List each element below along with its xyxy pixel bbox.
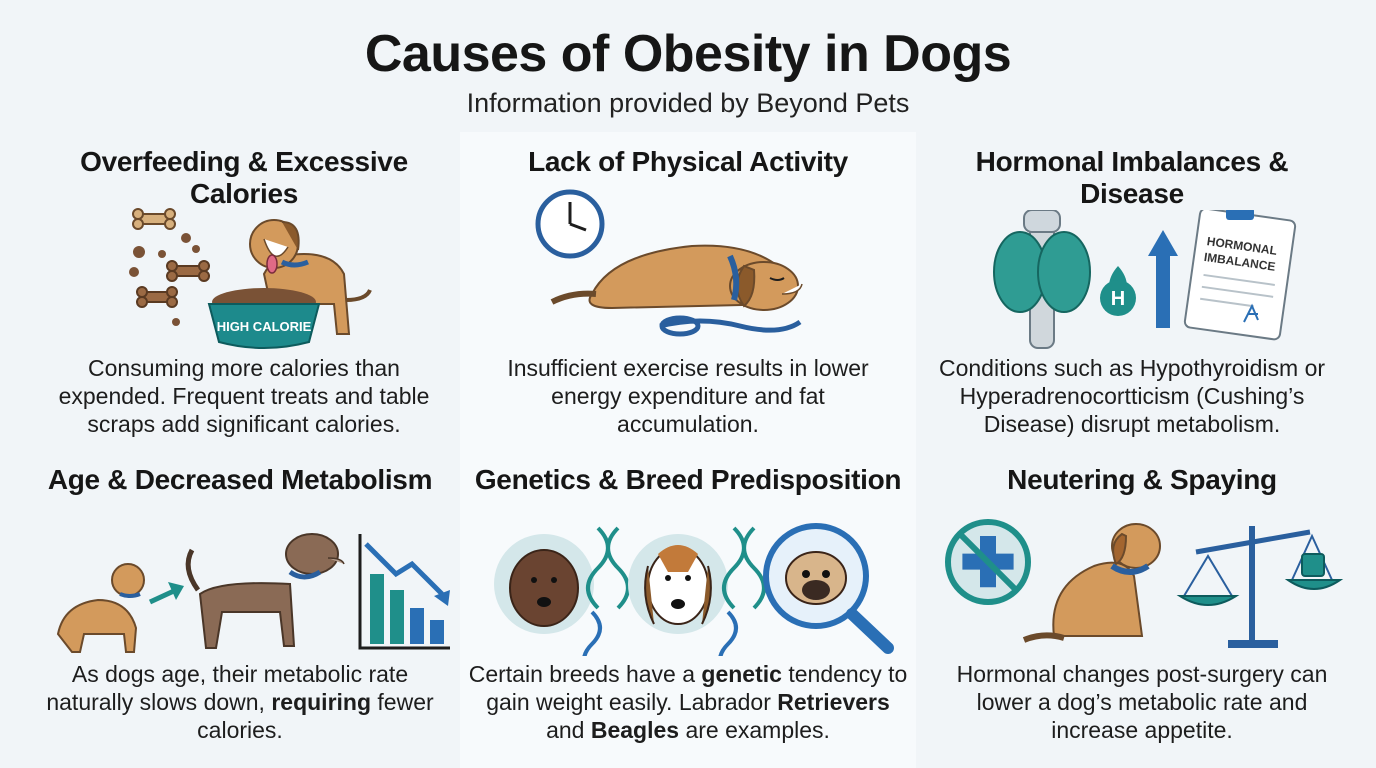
desc-text: and <box>546 717 591 743</box>
treat-bone-icon <box>166 260 210 282</box>
card-genetics: Genetics & Breed Predisposition <box>468 464 908 754</box>
adult-dog-icon <box>185 533 345 649</box>
kibble-icon <box>129 233 200 326</box>
card-title: Genetics & Breed Predisposition <box>474 464 902 495</box>
card-neutering: Neutering & Spaying Hormonal changes pos… <box>922 464 1362 754</box>
desc-bold-text: requiring <box>271 689 372 715</box>
food-bowl-icon: HIGH CALORIE <box>207 288 321 349</box>
clipboard-icon: HORMONAL IMBALANCE <box>1183 210 1297 341</box>
card-overfeeding: Overfeeding & Excessive Calories HIGH CA… <box>24 146 464 446</box>
neutering-illustration <box>945 519 1344 648</box>
leash-icon <box>659 315 802 337</box>
card-description: Hormonal changes post-surgery can lower … <box>956 661 1328 743</box>
card-description: Consuming more calories than expended. F… <box>58 355 430 437</box>
dna-icon <box>582 526 630 656</box>
pug-icon <box>785 551 847 605</box>
desc-text: As dogs age, their metabolic rate natura… <box>46 661 409 715</box>
treat-bone-icon <box>132 208 176 230</box>
age-illustration <box>56 533 450 653</box>
card-hormonal: Hormonal Imbalances & Disease H HORMONAL… <box>912 146 1352 446</box>
card-title: Hormonal Imbalances & Disease <box>975 146 1289 209</box>
card-age: Age & Decreased Metabolism As dog <box>20 464 460 754</box>
sleeping-dog-illustration <box>535 189 803 337</box>
hormonal-illustration: H HORMONAL IMBALANCE <box>993 210 1297 349</box>
thyroid-icon <box>993 210 1091 349</box>
genetics-illustration <box>494 523 894 656</box>
desc-text: fewer calories. <box>197 689 434 743</box>
hormone-drop-icon: H <box>1100 266 1136 316</box>
card-description: Certain breeds have a genetic tendency t… <box>468 660 908 744</box>
card-title: Overfeeding & Excessive Calories <box>80 146 408 209</box>
labrador-icon <box>494 534 594 634</box>
card-description: Conditions such as Hypothyroidism or Hyp… <box>938 355 1326 437</box>
page-title: Causes of Obesity in Dogs <box>364 25 1012 83</box>
declining-chart-icon <box>358 534 450 650</box>
card-description: As dogs age, their metabolic rate natura… <box>40 660 440 744</box>
card-physical-activity: Lack of Physical Activity Insufficient e… <box>468 146 908 446</box>
desc-bold-text: genetic <box>701 661 782 687</box>
beagle-icon <box>628 534 728 634</box>
center-column-background <box>460 132 916 768</box>
arrow-up-icon <box>1148 230 1178 328</box>
bowl-label: HIGH CALORIE <box>217 319 312 334</box>
medical-prohibited-icon <box>945 519 1031 605</box>
arrow-right-icon <box>148 582 184 605</box>
balance-scale-icon <box>1176 526 1344 648</box>
clock-icon <box>535 189 605 259</box>
sleeping-dog-icon <box>550 244 803 311</box>
desc-text: tendency to gain weight easily. Labrador <box>486 661 908 715</box>
hormone-letter: H <box>1111 288 1125 310</box>
desc-bold-text: Retrievers <box>777 689 890 715</box>
card-title: Neutering & Spaying <box>1007 464 1277 495</box>
puppy-icon <box>56 563 145 653</box>
card-title: Age & Decreased Metabolism <box>47 464 433 495</box>
card-title: Lack of Physical Activity <box>528 146 848 177</box>
sitting-dog-icon <box>1022 523 1161 643</box>
desc-text: are examples. <box>679 717 830 743</box>
header: Causes of Obesity in Dogs Information pr… <box>0 26 1376 119</box>
page-subtitle: Information provided by Beyond Pets <box>466 88 910 118</box>
overfeeding-illustration: HIGH CALORIE <box>129 208 372 349</box>
treat-bone-icon <box>136 286 178 308</box>
desc-bold-text: Beagles <box>590 717 680 743</box>
dna-icon <box>718 526 766 656</box>
card-description: Insufficient exercise results in lower e… <box>507 355 869 437</box>
desc-text: Certain breeds have a <box>468 661 702 687</box>
